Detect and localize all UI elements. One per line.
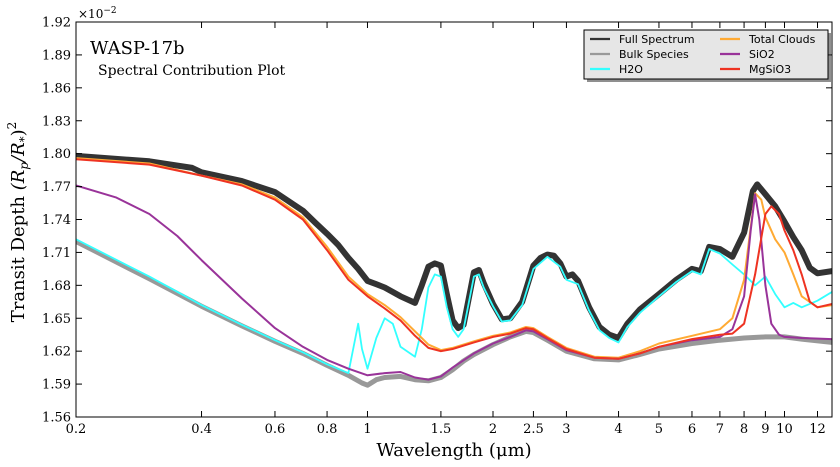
legend-label-mgsio3: MgSiO3: [749, 63, 791, 76]
y-tick-label: 1.71: [42, 246, 71, 261]
y-tick-label: 1.83: [42, 114, 71, 129]
y-tick-label: 1.65: [42, 312, 71, 327]
legend-box: [583, 29, 829, 80]
x-tick-label: 6: [688, 422, 696, 437]
x-tick-label: 0.6: [265, 422, 286, 437]
y-tick-label: 1.77: [42, 180, 71, 195]
y-tick-label: 1.68: [42, 279, 71, 294]
y-tick-label: 1.74: [42, 213, 71, 228]
y-axis-label: Transit Depth (Rp/R*)2: [5, 122, 31, 323]
y-tick-label: 1.62: [42, 345, 71, 360]
legend: Full Spectrum Bulk Species H2O Total Clouds…: [583, 29, 831, 82]
series-line-sio2: [76, 184, 832, 381]
x-tick-label: 5: [655, 422, 663, 437]
series-line-mgsio3: [76, 158, 832, 360]
y-tick-label: 1.92: [42, 16, 71, 31]
x-tick-label: 2.5: [523, 422, 544, 437]
y-multiplier: ×10−2: [78, 6, 117, 21]
y-tick-label: 1.89: [42, 48, 71, 63]
x-tick-label: 7: [716, 422, 724, 437]
x-tick-label: 4: [614, 422, 622, 437]
x-tick-label: 0.8: [317, 422, 338, 437]
plot-area: [76, 22, 832, 417]
x-axis-label: Wavelength (μm): [376, 440, 531, 461]
y-tick-label: 1.56: [42, 411, 71, 426]
legend-label-sio2: SiO2: [749, 48, 775, 61]
x-tick-label: 12: [809, 422, 826, 437]
ticks-layer: 0.2 0.4 0.6 0.8 1 1.5 2 2.5 3 4 5 6 7 8 9 10 12 1.56 1.59 1…: [42, 16, 832, 437]
legend-label-bulk-species: Bulk Species: [619, 48, 689, 61]
series-layer: [76, 152, 832, 388]
x-tick-label: 2: [489, 422, 497, 437]
series-line-h2o: [76, 238, 832, 374]
chart-subtitle: Spectral Contribution Plot: [98, 63, 286, 79]
y-tick-label: 1.86: [42, 81, 71, 96]
x-tick-label: 10: [776, 422, 793, 437]
x-tick-label: 8: [740, 422, 748, 437]
legend-label-total-clouds: Total Clouds: [748, 33, 816, 46]
legend-label-full-spectrum: Full Spectrum: [619, 33, 695, 46]
series-line-full-spectrum: [76, 152, 832, 341]
x-tick-label: 0.4: [191, 422, 212, 437]
legend-label-h2o: H2O: [619, 63, 643, 76]
x-tick-label: 0.2: [66, 422, 87, 437]
chart-title: WASP-17b: [90, 38, 185, 59]
y-tick-label: 1.59: [42, 378, 71, 393]
x-tick-label: 1.5: [431, 422, 452, 437]
y-tick-label: 1.80: [42, 147, 71, 162]
x-tick-label: 1: [363, 422, 371, 437]
x-tick-label: 9: [761, 422, 769, 437]
x-tick-label: 3: [562, 422, 570, 437]
